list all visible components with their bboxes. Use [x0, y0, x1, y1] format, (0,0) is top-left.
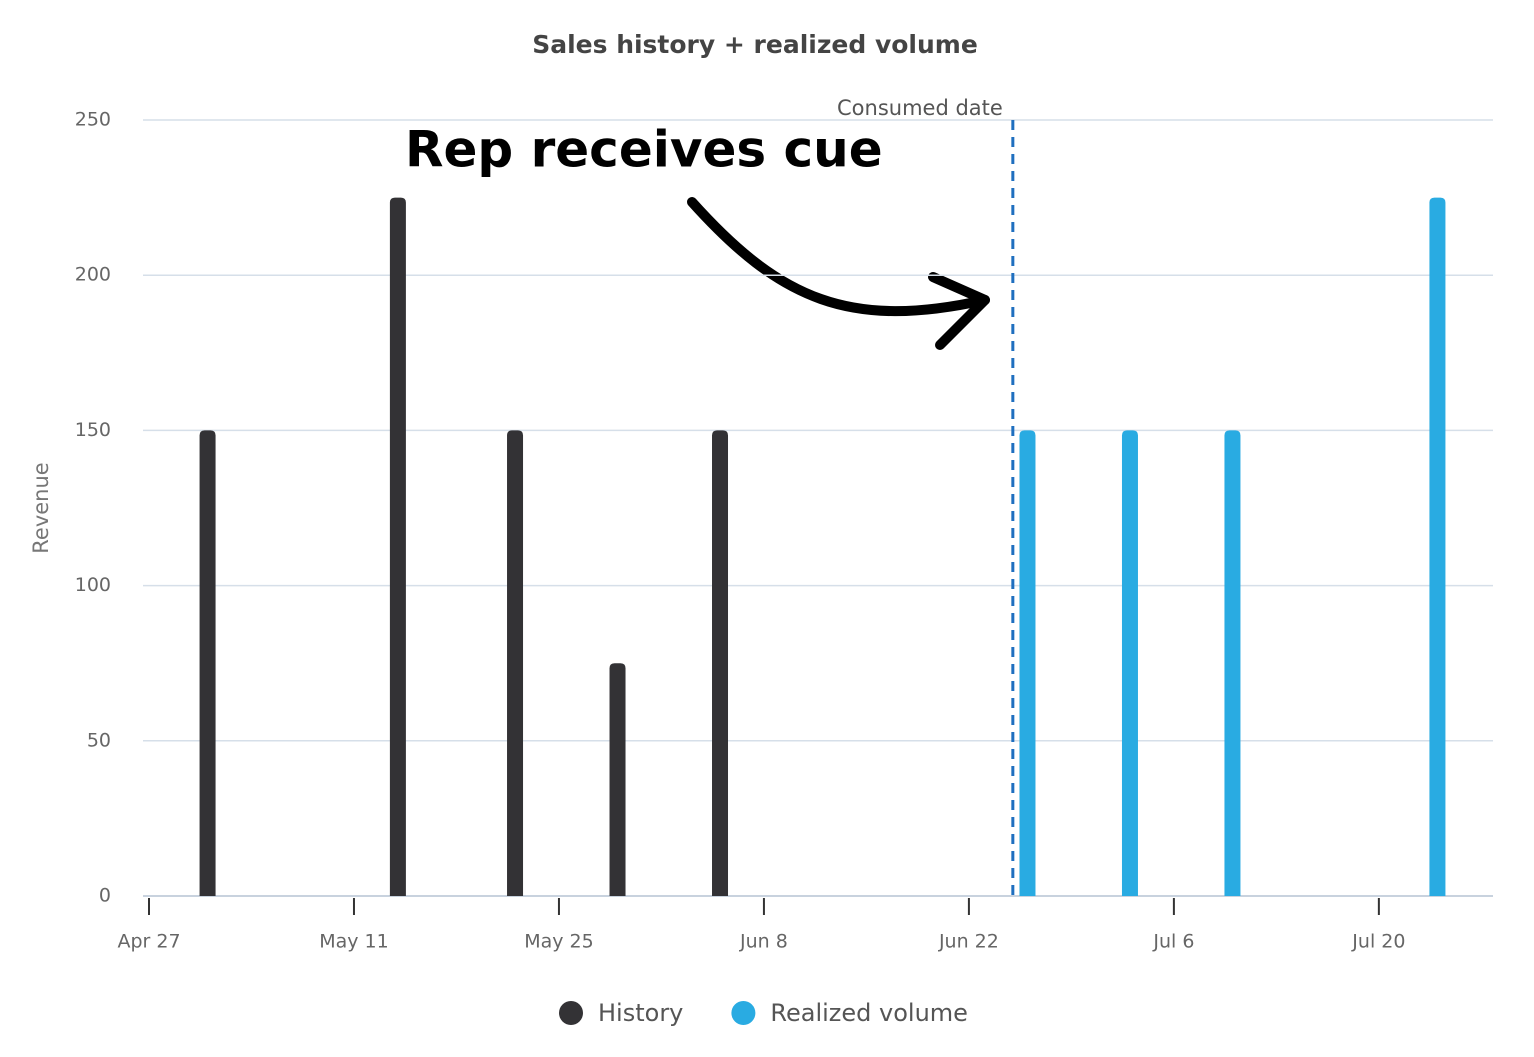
- x-tick-label: Jul 6: [1152, 931, 1194, 953]
- x-tick-label: Jul 20: [1351, 931, 1405, 953]
- x-tick-label: Jun 22: [938, 931, 999, 953]
- y-tick-label: 250: [75, 109, 111, 131]
- bar: [1224, 430, 1241, 896]
- arrow-head: [928, 272, 990, 350]
- y-axis-label: Revenue: [29, 462, 53, 553]
- bar: [1429, 197, 1446, 897]
- x-tick-label: May 11: [319, 931, 389, 953]
- bar: [609, 663, 626, 896]
- annotation: Rep receives cue: [405, 121, 883, 179]
- bar: [199, 430, 216, 896]
- bar: [389, 197, 406, 897]
- y-tick-label: 0: [99, 885, 111, 907]
- bar: [1019, 430, 1036, 896]
- marker-label: Consumed date: [837, 96, 1003, 120]
- y-tick-label: 200: [75, 264, 111, 286]
- legend-label: Realized volume: [770, 999, 968, 1027]
- x-tick-label: Jun 8: [739, 931, 788, 953]
- legend-swatch: [731, 1001, 756, 1025]
- bar: [1121, 430, 1138, 896]
- legend-swatch: [559, 1001, 583, 1025]
- x-tick-label: May 25: [524, 931, 594, 953]
- y-tick-label: 150: [75, 419, 111, 441]
- y-tick-label: 100: [75, 574, 111, 596]
- bar: [712, 430, 729, 896]
- chart-title: Sales history + realized volume: [532, 30, 978, 59]
- legend-label: History: [598, 999, 683, 1027]
- arrow-shaft: [687, 197, 990, 317]
- x-tick-label: Apr 27: [117, 931, 180, 953]
- y-tick-label: 50: [87, 729, 111, 751]
- bar: [507, 430, 524, 896]
- arrow: [687, 197, 990, 350]
